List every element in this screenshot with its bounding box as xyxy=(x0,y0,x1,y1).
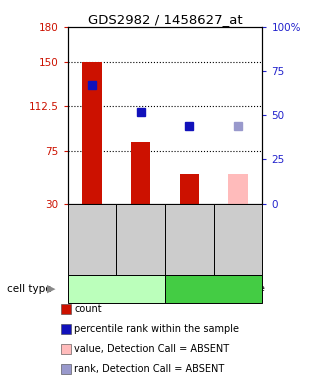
Bar xyxy=(131,142,150,204)
Text: value, Detection Call = ABSENT: value, Detection Call = ABSENT xyxy=(74,344,229,354)
Text: percentile rank within the sample: percentile rank within the sample xyxy=(74,324,239,334)
Text: GSM224736: GSM224736 xyxy=(234,215,243,263)
Text: rank, Detection Call = ABSENT: rank, Detection Call = ABSENT xyxy=(74,364,224,374)
Text: splenic macrophage: splenic macrophage xyxy=(71,285,162,293)
Text: intestinal macrophage: intestinal macrophage xyxy=(163,285,265,293)
Text: GSM224733: GSM224733 xyxy=(87,215,96,263)
Text: cell type: cell type xyxy=(7,284,51,294)
Bar xyxy=(82,62,102,204)
Text: GSM224734: GSM224734 xyxy=(185,215,194,263)
Bar xyxy=(180,174,199,204)
Text: GSM224735: GSM224735 xyxy=(136,215,145,263)
Text: GDS2982 / 1458627_at: GDS2982 / 1458627_at xyxy=(88,13,242,26)
Text: count: count xyxy=(74,304,102,314)
Bar xyxy=(228,174,248,204)
Text: ▶: ▶ xyxy=(47,284,55,294)
